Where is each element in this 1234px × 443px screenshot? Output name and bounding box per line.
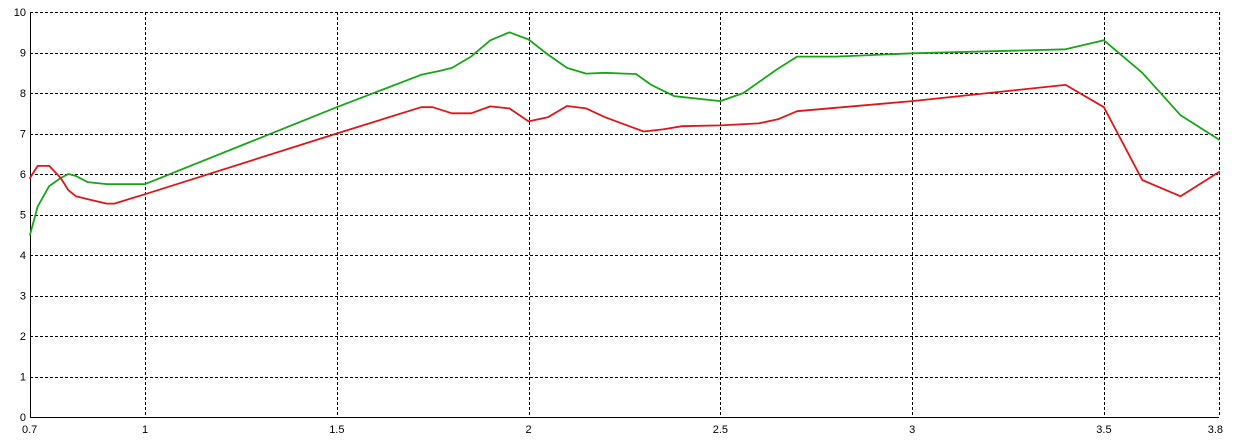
y-tick-label: 9 xyxy=(20,48,26,60)
axis-layer xyxy=(30,12,1219,418)
y-tick-label: 8 xyxy=(20,88,26,100)
y-tick-label: 5 xyxy=(20,210,26,222)
series-layer xyxy=(29,31,1220,236)
series-line-2 xyxy=(29,84,1220,205)
y-tick-label: 1 xyxy=(20,372,26,384)
y-tick-label: 3 xyxy=(20,291,26,303)
y-tick-label: 10 xyxy=(14,7,26,19)
y-tick-label: 0 xyxy=(20,412,26,424)
x-tick-label: 0.7 xyxy=(22,424,37,436)
x-tick-label: 2.5 xyxy=(713,424,728,436)
x-tick-label: 3 xyxy=(909,424,915,436)
series-line-1 xyxy=(29,31,1220,236)
y-tick-label: 7 xyxy=(20,129,26,141)
grid-layer xyxy=(30,12,1220,417)
tick-label-layer: 0 1 2 3 4 5 6 7 8 9 10 0.7 1 1.5 2 2.5 3 3.5 3.8 xyxy=(14,7,1223,436)
x-tick-label: 3.5 xyxy=(1096,424,1111,436)
y-tick-label: 2 xyxy=(20,331,26,343)
x-tick-label: 2 xyxy=(526,424,532,436)
y-tick-label: 6 xyxy=(20,169,26,181)
x-tick-label: 1.5 xyxy=(329,424,344,436)
x-tick-label: 1 xyxy=(142,424,148,436)
y-tick-label: 4 xyxy=(20,250,26,262)
x-tick-label: 3.8 xyxy=(1208,424,1223,436)
